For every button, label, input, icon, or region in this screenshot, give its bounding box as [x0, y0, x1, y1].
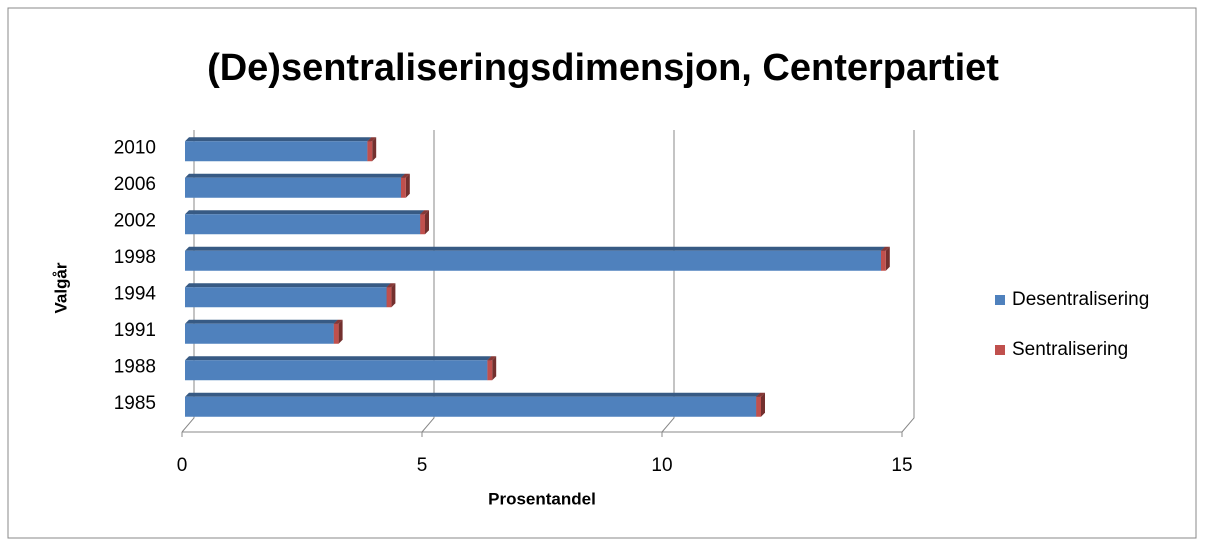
bar: [386, 283, 396, 308]
bar: [185, 392, 761, 417]
bar-face: [185, 360, 488, 381]
bar: [185, 319, 338, 344]
bar-face: [386, 287, 392, 308]
bar-face: [185, 246, 885, 251]
grid-line: [901, 130, 915, 433]
x-tick-label: 0: [177, 455, 188, 476]
bar-face: [420, 210, 429, 215]
bar-face: [185, 319, 338, 324]
bar: [420, 210, 429, 235]
bar-face: [367, 141, 373, 162]
x-tick-label: 15: [891, 455, 912, 476]
y-tick-label: 1998: [114, 247, 156, 268]
x-tick-label: 5: [417, 455, 428, 476]
x-axis-title: Prosentandel: [488, 489, 596, 508]
bar-face: [401, 173, 410, 178]
bar-face: [185, 177, 401, 198]
bar: [487, 356, 497, 381]
bar-face: [401, 177, 406, 198]
bar-face: [487, 356, 497, 361]
bar-face: [185, 214, 421, 235]
y-tick-label: 1985: [114, 393, 156, 414]
bar-face: [881, 250, 886, 271]
legend-swatch: [995, 345, 1005, 355]
bar-face: [185, 283, 391, 288]
bar-face: [885, 246, 890, 271]
y-tick-label: 2010: [114, 137, 156, 158]
bar: [185, 283, 391, 308]
bar: [185, 356, 492, 381]
bar-face: [333, 323, 339, 344]
bar-face: [756, 392, 765, 397]
grid-line: [421, 130, 435, 433]
bar: [333, 319, 343, 344]
bar-face: [185, 323, 334, 344]
bar-face: [492, 356, 497, 381]
bar-face: [367, 137, 377, 142]
bar-face: [420, 214, 425, 235]
x-tick-label: 10: [651, 455, 672, 476]
bar-face: [881, 246, 890, 251]
bar: [185, 210, 425, 235]
y-tick-label: 1991: [114, 320, 156, 341]
bar: [185, 173, 405, 198]
legend-swatch: [995, 295, 1005, 305]
y-tick-label: 2006: [114, 174, 156, 195]
bar-face: [425, 210, 429, 235]
bar-face: [185, 396, 757, 417]
bar: [185, 137, 372, 162]
bar-face: [386, 283, 396, 288]
bar-face: [487, 360, 493, 381]
bar-face: [185, 392, 761, 397]
bar: [401, 173, 410, 198]
bar-face: [333, 319, 343, 324]
chart-border: [7, 7, 1197, 539]
bar: [881, 246, 890, 271]
bar-face: [756, 396, 761, 417]
bar: [367, 137, 377, 162]
y-axis-title: Valgår: [51, 262, 70, 313]
bar-face: [185, 141, 368, 162]
bar-face: [185, 356, 492, 361]
y-tick-label: 2002: [114, 210, 156, 231]
grid-line: [661, 130, 675, 433]
chart-title: (De)sentraliseringsdimensjon, Centerpart…: [207, 47, 999, 89]
bar-face: [338, 319, 343, 344]
y-tick-label: 1988: [114, 356, 156, 377]
legend-label: Sentralisering: [1012, 339, 1128, 360]
bar-face: [185, 173, 405, 178]
bar-face: [391, 283, 396, 308]
bar-face: [185, 137, 372, 142]
bar-face: [761, 392, 765, 417]
bar-face: [185, 210, 425, 215]
bar-face: [185, 250, 881, 271]
bar-face: [372, 137, 377, 162]
y-tick-label: 1994: [114, 283, 157, 304]
bar-face: [185, 287, 387, 308]
bar-face: [405, 173, 410, 198]
legend-label: Desentralisering: [1012, 289, 1149, 310]
bar: [185, 246, 885, 271]
bar: [756, 392, 765, 417]
